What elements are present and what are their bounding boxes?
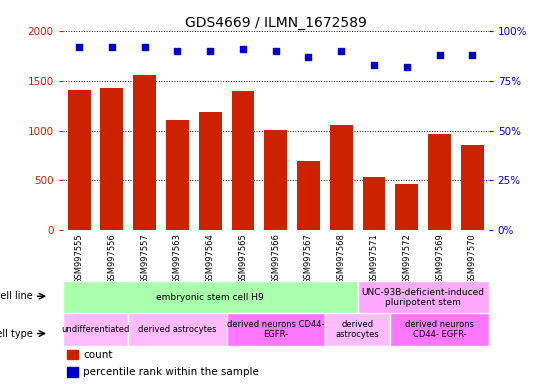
Text: GSM997564: GSM997564 xyxy=(206,233,215,284)
Text: derived astrocytes: derived astrocytes xyxy=(138,325,217,334)
Point xyxy=(271,48,280,54)
Bar xyxy=(133,74,156,230)
Bar xyxy=(100,88,123,230)
Text: derived
astrocytes: derived astrocytes xyxy=(336,319,379,339)
Bar xyxy=(461,145,484,230)
Bar xyxy=(67,350,78,359)
Text: GSM997569: GSM997569 xyxy=(435,233,444,284)
Bar xyxy=(63,281,358,313)
Text: derived neurons CD44-
EGFR-: derived neurons CD44- EGFR- xyxy=(227,319,324,339)
Bar xyxy=(227,313,325,346)
Text: cell line: cell line xyxy=(0,291,33,301)
Bar xyxy=(428,134,451,230)
Text: undifferentiated: undifferentiated xyxy=(61,325,130,334)
Text: GSM997555: GSM997555 xyxy=(75,233,84,283)
Point xyxy=(402,64,411,70)
Bar xyxy=(390,313,489,346)
Text: GSM997568: GSM997568 xyxy=(337,233,346,284)
Bar xyxy=(166,119,189,230)
Bar xyxy=(297,161,320,230)
Point xyxy=(206,48,215,54)
Point xyxy=(108,44,116,50)
Text: UNC-93B-deficient-induced
pluripotent stem: UNC-93B-deficient-induced pluripotent st… xyxy=(361,288,485,307)
Bar xyxy=(363,177,385,230)
Point xyxy=(370,61,378,68)
Point xyxy=(75,44,84,50)
Point xyxy=(239,46,247,52)
Bar xyxy=(63,313,128,346)
Bar xyxy=(264,130,287,230)
Bar xyxy=(67,367,78,377)
Title: GDS4669 / ILMN_1672589: GDS4669 / ILMN_1672589 xyxy=(185,16,367,30)
Point xyxy=(173,48,182,54)
Bar xyxy=(395,184,418,230)
Bar xyxy=(325,313,390,346)
Bar xyxy=(68,89,91,230)
Text: GSM997567: GSM997567 xyxy=(304,233,313,284)
Point xyxy=(140,44,149,50)
Text: GSM997557: GSM997557 xyxy=(140,233,149,284)
Text: GSM997563: GSM997563 xyxy=(173,233,182,284)
Bar xyxy=(330,125,353,230)
Text: GSM997566: GSM997566 xyxy=(271,233,280,284)
Text: percentile rank within the sample: percentile rank within the sample xyxy=(83,367,259,377)
Text: derived neurons
CD44- EGFR-: derived neurons CD44- EGFR- xyxy=(405,319,474,339)
Point xyxy=(435,51,444,58)
Bar xyxy=(358,281,489,313)
Text: embryonic stem cell H9: embryonic stem cell H9 xyxy=(156,293,264,302)
Bar xyxy=(232,91,254,230)
Bar xyxy=(199,112,222,230)
Text: GSM997556: GSM997556 xyxy=(108,233,116,284)
Text: GSM997571: GSM997571 xyxy=(370,233,378,284)
Text: cell type: cell type xyxy=(0,329,33,339)
Bar xyxy=(128,313,227,346)
Point xyxy=(468,51,477,58)
Text: GSM997570: GSM997570 xyxy=(468,233,477,284)
Point xyxy=(304,54,313,60)
Text: GSM997572: GSM997572 xyxy=(402,233,411,284)
Point xyxy=(337,48,346,54)
Text: count: count xyxy=(83,349,112,359)
Text: GSM997565: GSM997565 xyxy=(239,233,247,284)
